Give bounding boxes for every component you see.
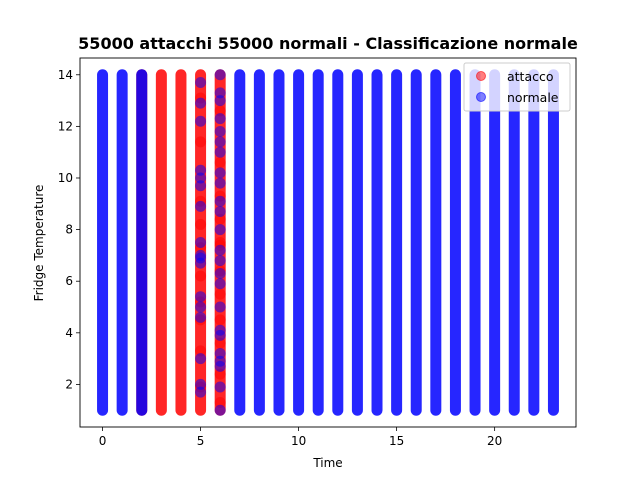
point-normale-26 xyxy=(214,195,226,207)
column-normale-x11 xyxy=(312,69,324,416)
column-normale-x1 xyxy=(116,69,128,416)
point-normale-38 xyxy=(214,360,226,372)
column-attacco-x4 xyxy=(175,69,187,416)
point-normale-22 xyxy=(214,136,226,148)
point-normale-5 xyxy=(195,180,207,192)
point-normale-1 xyxy=(195,97,207,109)
plot-area xyxy=(97,69,559,416)
column-normale-x12 xyxy=(332,69,344,416)
point-attacco-3 xyxy=(195,218,207,230)
axes: 0 5 10 15 20 2 4 6 8 10 12 14 xyxy=(58,57,577,448)
point-normale-21 xyxy=(214,126,226,138)
point-normale-36 xyxy=(214,347,226,359)
y-tick-label-6: 6 xyxy=(65,274,73,288)
point-normale-10 xyxy=(195,257,207,269)
legend-label-normale: normale xyxy=(507,90,559,105)
column-normale-x9 xyxy=(273,69,285,416)
x-tick-label-20: 20 xyxy=(487,434,502,448)
column-normale-x16 xyxy=(410,69,422,416)
column-normale-x15 xyxy=(391,69,403,416)
point-normale-19 xyxy=(214,95,226,107)
legend-label-attacco: attacco xyxy=(507,69,554,84)
column-normale-x23 xyxy=(547,69,559,416)
column-normale-x19 xyxy=(469,69,481,416)
y-tick-label-12: 12 xyxy=(58,119,73,133)
x-tick-label-0: 0 xyxy=(99,434,107,448)
y-tick-label-14: 14 xyxy=(58,68,73,82)
axes-frame xyxy=(79,57,577,428)
point-attacco-1 xyxy=(195,136,207,148)
point-normale-35 xyxy=(214,329,226,341)
y-axis-label: Fridge Temperature xyxy=(32,185,46,302)
point-normale-14 xyxy=(195,353,207,365)
point-attacco-8 xyxy=(195,345,207,357)
x-tick-label-5: 5 xyxy=(197,434,205,448)
point-normale-15 xyxy=(195,378,207,390)
y-tick-label-4: 4 xyxy=(65,326,73,340)
column-normale-x13 xyxy=(351,69,363,416)
point-attacco-21 xyxy=(214,396,226,408)
series-normale xyxy=(97,69,559,416)
column-normale-x21 xyxy=(508,69,520,416)
point-normale-6 xyxy=(195,200,207,212)
point-normale-2 xyxy=(195,115,207,127)
point-attacco-5 xyxy=(195,270,207,282)
point-normale-28 xyxy=(214,224,226,236)
point-normale-27 xyxy=(214,206,226,218)
point-normale-29 xyxy=(214,244,226,256)
point-normale-11 xyxy=(195,291,207,303)
x-axis-label: Time xyxy=(312,456,342,470)
point-attacco-10 xyxy=(214,105,226,117)
column-normale-x14 xyxy=(371,69,383,416)
point-normale-18 xyxy=(214,87,226,99)
data-marks xyxy=(97,69,559,416)
column-normale-x10 xyxy=(293,69,305,416)
point-normale-32 xyxy=(214,278,226,290)
point-normale-20 xyxy=(214,113,226,125)
point-attacco-18 xyxy=(214,314,226,326)
point-normale-12 xyxy=(195,301,207,313)
point-normale-3 xyxy=(195,164,207,176)
point-normale-0 xyxy=(195,77,207,89)
point-attacco-13 xyxy=(214,213,226,225)
point-normale-31 xyxy=(214,267,226,279)
point-attacco-11 xyxy=(214,157,226,169)
point-normale-7 xyxy=(195,237,207,248)
column-normale-x8 xyxy=(253,69,265,416)
point-normale-33 xyxy=(214,301,226,313)
y-tick-label-8: 8 xyxy=(65,223,73,237)
column-normale-x18 xyxy=(449,69,461,416)
point-normale-30 xyxy=(214,255,226,267)
x-tick-label-15: 15 xyxy=(389,434,404,448)
y-tick-label-2: 2 xyxy=(65,377,73,391)
point-normale-4 xyxy=(195,172,207,184)
column-normale-x22 xyxy=(528,69,540,416)
x-tick-label-10: 10 xyxy=(291,434,306,448)
legend: attacco normale xyxy=(463,62,571,112)
legend-marker-attacco xyxy=(476,71,486,81)
column-normale-x2 xyxy=(136,69,148,416)
legend-box xyxy=(463,62,571,112)
point-attacco-17 xyxy=(214,288,226,300)
point-normale-40 xyxy=(214,404,226,416)
point-normale-39 xyxy=(214,381,226,393)
point-normale-23 xyxy=(214,146,226,158)
y-tick-label-10: 10 xyxy=(58,171,73,185)
point-attacco-19 xyxy=(214,337,226,349)
point-normale-13 xyxy=(195,311,207,323)
point-normale-16 xyxy=(195,386,207,398)
column-normale-x0 xyxy=(97,69,109,416)
column-normale-x17 xyxy=(430,69,442,416)
point-normale-25 xyxy=(214,177,226,189)
chart-title: 55000 attacchi 55000 normali - Classific… xyxy=(78,34,578,53)
column-attacco-x3 xyxy=(155,69,167,416)
point-normale-17 xyxy=(214,69,226,81)
column-normale-x7 xyxy=(234,69,246,416)
point-normale-24 xyxy=(214,167,226,179)
point-attacco-20 xyxy=(214,368,226,380)
legend-marker-normale xyxy=(476,92,486,102)
column-normale-x20 xyxy=(489,69,501,416)
